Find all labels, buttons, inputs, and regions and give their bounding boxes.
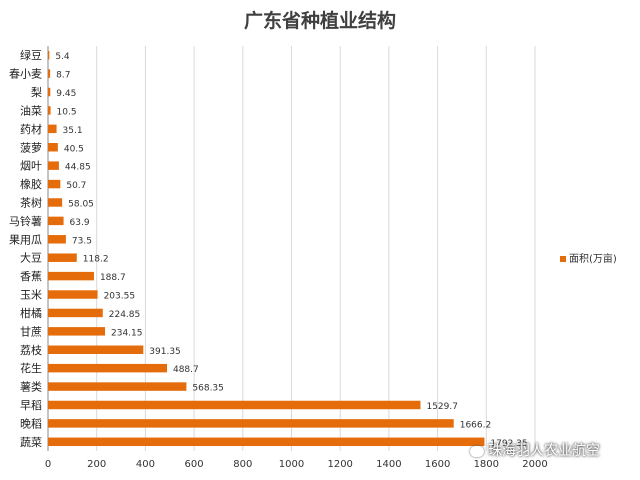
bar — [48, 327, 106, 336]
x-tick-label: 800 — [233, 459, 252, 470]
category-label: 绿豆 — [20, 48, 42, 62]
category-label: 春小麦 — [9, 68, 42, 81]
x-tick-label: 1400 — [376, 459, 401, 470]
value-label: 50.7 — [66, 181, 86, 191]
bar — [48, 235, 66, 244]
value-label: 234.15 — [111, 328, 143, 338]
value-label: 63.9 — [70, 218, 90, 228]
value-label: 5.4 — [55, 52, 70, 62]
bar — [48, 124, 57, 134]
bar — [48, 216, 64, 226]
chart-legend: 面积(万亩) — [560, 250, 617, 265]
bar — [48, 69, 51, 78]
bar — [48, 198, 63, 207]
bar — [48, 253, 77, 262]
category-label: 荔枝 — [20, 343, 42, 357]
bar — [48, 363, 167, 373]
category-label: 薯类 — [20, 380, 42, 394]
category-label: 油菜 — [20, 103, 42, 117]
value-label: 224.85 — [109, 310, 141, 320]
category-label: 柑橘 — [20, 306, 42, 320]
bar — [48, 382, 187, 391]
x-tick-label: 1200 — [327, 459, 352, 470]
bar — [48, 179, 61, 189]
watermark: 珠海羽人农业航空 — [470, 440, 600, 460]
category-label: 大豆 — [20, 251, 42, 265]
category-label: 蔬菜 — [20, 436, 42, 449]
value-label: 35.1 — [63, 126, 83, 136]
x-tick-label: 1800 — [474, 459, 499, 470]
value-label: 10.5 — [57, 107, 77, 117]
value-label: 391.35 — [149, 347, 181, 357]
value-label: 8.7 — [56, 71, 70, 81]
bar — [48, 271, 94, 281]
bar — [48, 308, 103, 318]
value-label: 188.7 — [100, 273, 126, 283]
x-tick-label: 1000 — [279, 459, 304, 470]
bar — [48, 290, 98, 299]
category-label: 甘蔗 — [20, 325, 42, 338]
value-label: 118.2 — [83, 255, 109, 265]
value-label: 58.05 — [68, 199, 94, 209]
bar — [48, 106, 51, 115]
value-label: 9.45 — [56, 89, 76, 99]
chart-title: 广东省种植业结构 — [243, 10, 396, 32]
value-label: 1666.2 — [460, 420, 492, 430]
value-label: 1792.35 — [490, 439, 527, 449]
bar — [48, 400, 421, 410]
category-label: 玉米 — [20, 289, 42, 302]
bar — [48, 345, 144, 354]
value-label: 203.55 — [104, 292, 136, 302]
watermark-text: 珠海羽人农业航空 — [488, 443, 600, 459]
category-label: 马铃薯 — [9, 214, 42, 228]
x-tick-label: 0 — [45, 459, 51, 470]
value-label: 73.5 — [72, 236, 92, 246]
value-label: 40.5 — [64, 144, 84, 154]
value-label: 1529.7 — [426, 402, 458, 412]
category-label: 茶树 — [20, 195, 42, 209]
x-tick-label: 600 — [185, 459, 204, 470]
category-label: 药材 — [20, 122, 42, 136]
x-tick-label: 2000 — [522, 459, 547, 470]
x-tick-label: 1600 — [425, 459, 450, 470]
category-label: 橡胶 — [20, 177, 42, 191]
category-label: 早稻 — [20, 399, 42, 412]
value-label: 44.85 — [65, 163, 91, 173]
bar — [48, 87, 51, 97]
value-label: 568.35 — [192, 384, 224, 394]
bar — [48, 143, 58, 152]
x-tick-label: 200 — [87, 459, 106, 470]
category-label: 果用瓜 — [9, 233, 42, 246]
category-label: 梨 — [31, 85, 42, 99]
category-label: 烟叶 — [20, 159, 42, 173]
category-label: 菠萝 — [20, 141, 42, 154]
value-label: 488.7 — [173, 365, 199, 375]
bar — [48, 419, 454, 428]
wechat-icon — [470, 445, 484, 457]
legend-label: 面积(万亩) — [569, 254, 617, 265]
x-tick-label: 400 — [136, 459, 155, 470]
legend-swatch — [560, 256, 566, 262]
bar — [48, 437, 485, 447]
bar — [48, 161, 59, 170]
category-label: 香蕉 — [20, 270, 42, 283]
category-label: 晚稻 — [20, 417, 42, 430]
category-label: 花生 — [20, 361, 42, 375]
bar — [48, 50, 50, 60]
